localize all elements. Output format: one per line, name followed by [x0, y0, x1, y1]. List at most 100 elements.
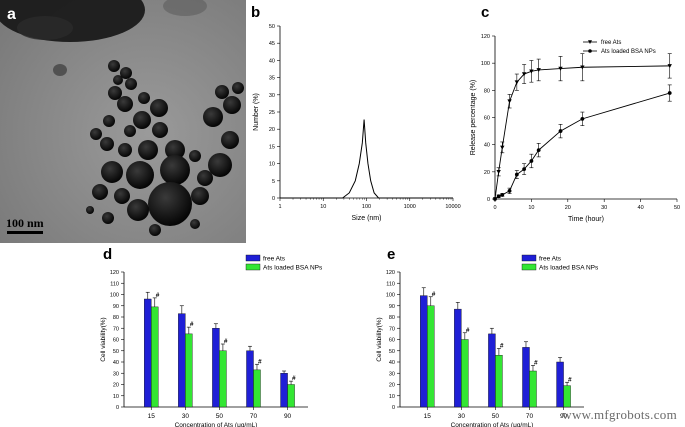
y-axis-title: Number (%) [253, 93, 260, 131]
bar-bsa-nps [151, 306, 159, 408]
y-tick-label: 30 [113, 371, 119, 377]
x-axis-title: Size (nm) [352, 215, 382, 222]
significance-marker: # [292, 375, 296, 382]
watermark: www.mfgrobots.com [562, 407, 677, 422]
data-point-circle [667, 91, 672, 95]
data-point-circle [496, 194, 501, 199]
bar-free-ats [556, 361, 564, 408]
data-point-triangle [558, 66, 563, 71]
panel-a: a 100 nm [0, 0, 246, 243]
significance-marker: # [190, 321, 194, 328]
chart-b: 0 5 10 15 20 25 30 35 40 45 50 1 10 100 1000 10000 Size … [253, 24, 461, 222]
y-tick-label: 80 [389, 315, 395, 321]
y-tick-label: 90 [113, 304, 119, 310]
y-tick-label: 60 [484, 116, 490, 122]
data-point-triangle [529, 69, 534, 74]
x-tick-label: 50 [216, 413, 224, 420]
data-point-triangle [536, 68, 541, 73]
legend-swatch [245, 254, 261, 262]
data-point-circle [514, 172, 519, 177]
y-tick-label: 50 [389, 349, 395, 355]
y-tick-label: 0 [116, 405, 119, 411]
y-tick-label: 100 [110, 293, 119, 299]
legend-label: Ats loaded BSA NPs [601, 49, 656, 55]
y-tick-label: 120 [110, 270, 119, 276]
legend-label: free Ats [539, 256, 562, 263]
data-point-circle [536, 148, 541, 153]
y-tick-label: 120 [386, 270, 395, 276]
data-point-triangle [667, 64, 672, 69]
data-point-circle [500, 193, 505, 197]
panel-d-letter: d [103, 246, 113, 263]
data-point-triangle [580, 65, 585, 70]
bar-bsa-nps [563, 385, 571, 408]
y-tick-label: 25 [269, 110, 275, 116]
y-tick-label: 10 [113, 394, 119, 400]
data-point-circle [522, 167, 527, 172]
x-tick-label: 10 [320, 204, 326, 210]
series-line-0 [494, 65, 670, 200]
bar-bsa-nps [495, 355, 503, 408]
y-tick-label: 60 [113, 338, 119, 344]
tem-image [0, 0, 246, 243]
x-tick-label: 100 [362, 204, 371, 210]
significance-marker: # [568, 376, 572, 383]
data-point-circle [580, 116, 585, 121]
y-tick-label: 10 [389, 394, 395, 400]
y-tick-label: 40 [389, 360, 395, 366]
bar-bsa-nps [253, 369, 261, 408]
bar-bsa-nps [529, 370, 537, 408]
bar-free-ats [454, 308, 462, 408]
data-point-circle [507, 188, 512, 193]
y-tick-label: 0 [487, 197, 490, 203]
bar-bsa-nps [185, 333, 193, 408]
x-tick-label: 15 [148, 413, 156, 420]
x-tick-label: 10 [528, 205, 534, 211]
bar-free-ats [488, 333, 496, 408]
y-tick-label: 30 [269, 93, 275, 99]
significance-marker: # [432, 291, 436, 298]
y-tick-label: 20 [269, 127, 275, 133]
y-tick-label: 80 [113, 315, 119, 321]
panel-e-letter: e [387, 246, 396, 263]
significance-marker: # [224, 338, 228, 345]
y-tick-label: 40 [484, 143, 490, 149]
x-axis-title: Concentration of Ats (μg/mL) [451, 422, 534, 427]
x-tick-label: 70 [250, 413, 258, 420]
data-point-circle [529, 159, 534, 163]
y-axis-title: Cell viability(%) [376, 317, 383, 361]
panel-b-letter: b [251, 4, 261, 21]
data-point-triangle [500, 145, 505, 150]
data-point-triangle [521, 72, 527, 77]
y-axis-title: Cell viability(%) [100, 317, 107, 361]
legend-swatch [521, 254, 537, 262]
x-axis-title: Time (hour) [568, 216, 604, 223]
y-tick-label: 50 [113, 349, 119, 355]
bar-free-ats [420, 295, 428, 408]
scale-label: 100 nm [6, 216, 44, 230]
y-tick-label: 20 [484, 170, 490, 176]
y-tick-label: 20 [113, 383, 119, 389]
y-tick-label: 120 [481, 34, 490, 40]
x-tick-label: 50 [492, 413, 500, 420]
y-tick-label: 100 [386, 293, 395, 299]
x-axis-title: Concentration of Ats (μg/mL) [175, 422, 258, 427]
y-tick-label: 70 [113, 326, 119, 332]
significance-marker: # [156, 292, 160, 299]
y-tick-label: 50 [269, 24, 275, 30]
y-tick-label: 0 [392, 405, 395, 411]
y-tick-label: 15 [269, 144, 275, 150]
legend-marker [588, 40, 592, 44]
panel-c-letter: c [481, 4, 490, 21]
y-tick-label: 45 [269, 41, 275, 47]
data-point-triangle [507, 99, 512, 104]
size-distribution-line [280, 119, 453, 199]
x-tick-label: 30 [182, 413, 190, 420]
bar-free-ats [144, 298, 152, 408]
legend-label: Ats loaded BSA NPs [263, 265, 323, 272]
chart-e: 0 10 20 30 40 50 60 70 80 90 100 110 120 15 #30 #50 #70 #… [376, 254, 599, 427]
significance-marker: # [466, 327, 470, 334]
legend-swatch [245, 263, 261, 271]
data-point-circle [493, 197, 497, 201]
y-tick-label: 110 [110, 281, 119, 287]
